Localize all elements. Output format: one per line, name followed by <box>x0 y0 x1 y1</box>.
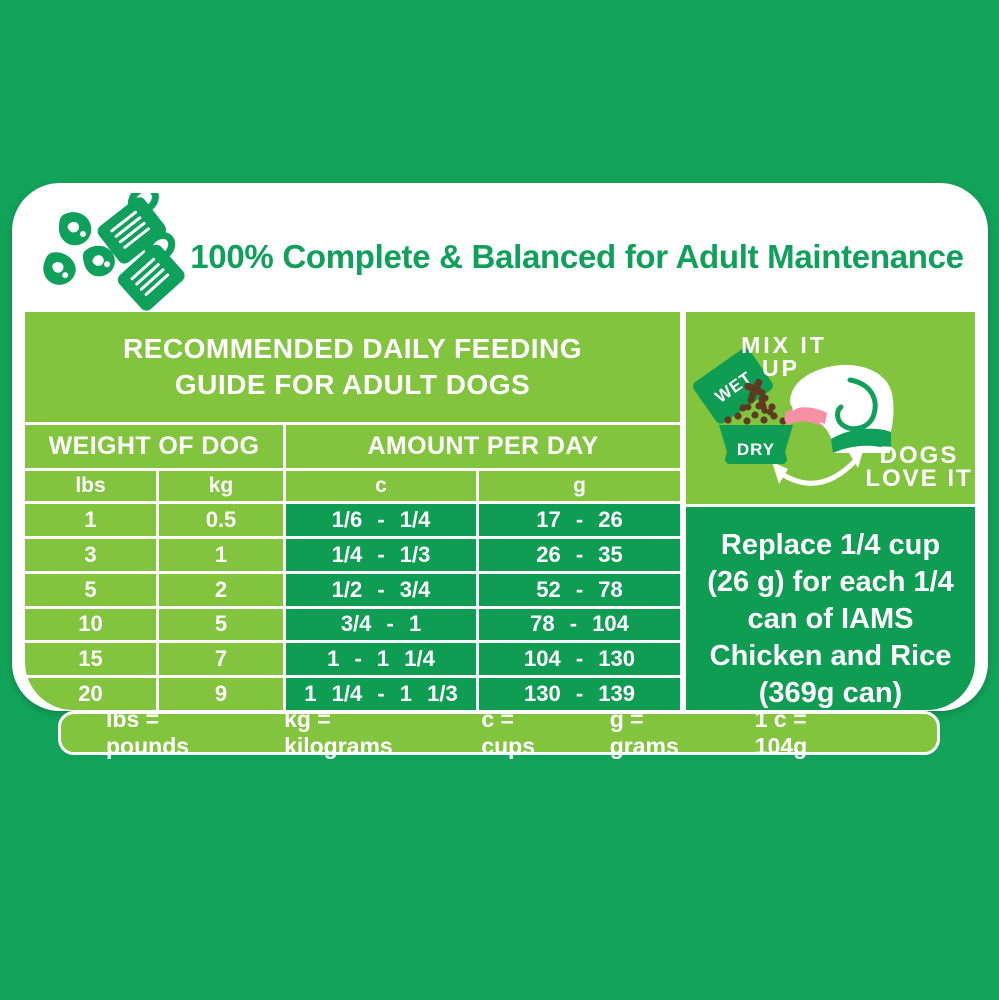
table-cell: 0.5 <box>159 504 283 536</box>
table-cell: 1/6 - 1/4 <box>286 504 476 536</box>
column-header-grams: g <box>479 471 680 501</box>
table-cell: 5 <box>25 573 156 606</box>
mix-it-up-illustration: WET <box>686 312 975 504</box>
dog-head-icon <box>784 364 894 453</box>
column-header-cups: c <box>286 471 476 501</box>
table-cell: 1/2 - 3/4 <box>286 573 476 606</box>
legend-item-cups: c = cups <box>481 706 535 759</box>
table-cell: 15 <box>25 643 156 676</box>
table-cell: 26 - 35 <box>479 538 680 571</box>
table-cell: 7 <box>159 643 283 676</box>
mix-it-up-line1: MIX IT <box>741 332 827 358</box>
brand-name: IAMS <box>840 603 914 635</box>
kibble-cups-illustration <box>43 185 185 311</box>
table-title-line2: GUIDE FOR ADULT DOGS <box>174 369 531 400</box>
legend-item-grams: g = grams <box>609 706 679 759</box>
panel-divider <box>686 504 975 507</box>
table-title-line1: RECOMMENDED DAILY FEEDING <box>123 333 582 364</box>
table-cell: 10 <box>25 608 156 641</box>
pouring-food <box>744 378 774 416</box>
dogs-love-it-line2: LOVE IT <box>865 465 972 492</box>
wet-replacement-note: Replace 1/4 cup (26 g) for each 1/4 can … <box>696 527 965 712</box>
table-cell: 9 <box>159 678 283 710</box>
dogs-love-it-line1: DOGS <box>880 442 959 469</box>
table-title: RECOMMENDED DAILY FEEDING GUIDE FOR ADUL… <box>25 312 680 422</box>
bowl-kibble <box>724 394 787 425</box>
legend-item-kg: kg = kilograms <box>284 706 393 759</box>
table-cell: 1 1/4 - 1 1/3 <box>286 678 476 710</box>
table-cell: 130 - 139 <box>479 678 680 710</box>
column-header-kg: kg <box>159 471 283 501</box>
kibble-icon <box>59 212 92 246</box>
note-text-after: Chicken and Rice (369g can) <box>709 640 952 709</box>
wet-dry-dog-illustration: WET <box>693 332 972 492</box>
table-cell: 5 <box>159 608 283 641</box>
table-cell: 104 - 130 <box>479 643 680 676</box>
table-cell: 1 <box>159 538 283 571</box>
legend-item-lbs: lbs = pounds <box>106 706 190 759</box>
page-title: 100% Complete & Balanced for Adult Maint… <box>190 238 964 275</box>
mix-it-up-line2: UP <box>762 355 800 381</box>
table-cell: 1/4 - 1/3 <box>286 538 476 571</box>
feeding-guide-card: 100% Complete & Balanced for Adult Maint… <box>12 183 988 711</box>
dry-bowl-icon: DRY <box>719 425 793 464</box>
table-cell: 3 <box>25 538 156 571</box>
kibble-icon <box>43 252 76 285</box>
table-cell: 52 - 78 <box>479 573 680 606</box>
kibble-and-cup-icons <box>28 185 188 320</box>
units-legend-bar: lbs = pounds kg = kilograms c = cups g =… <box>58 706 940 759</box>
column-header-lbs: lbs <box>25 471 156 501</box>
wet-replacement-note-panel: Replace 1/4 cup (26 g) for each 1/4 can … <box>686 507 975 710</box>
column-group-weight: WEIGHT OF DOG <box>25 425 283 468</box>
mix-it-up-panel: WET <box>686 312 975 710</box>
swap-arrow-icon <box>772 451 863 486</box>
table-cell: 3/4 - 1 <box>286 608 476 641</box>
table-cell: 2 <box>159 573 283 606</box>
table-cell: 1 <box>25 504 156 536</box>
measuring-cup-icon <box>117 232 185 311</box>
dry-label: DRY <box>737 440 775 459</box>
kibble-icon <box>82 245 115 277</box>
wet-can-icon: WET <box>693 348 773 424</box>
column-group-amount: AMOUNT PER DAY <box>286 425 680 468</box>
note-text-before: Replace 1/4 cup (26 g) for each 1/4 can … <box>707 529 954 635</box>
table-cell: 78 - 104 <box>479 608 680 641</box>
feeding-table: RECOMMENDED DAILY FEEDING GUIDE FOR ADUL… <box>25 312 680 710</box>
table-cell: 17 - 26 <box>479 504 680 536</box>
legend-conversion: 1 c = 104g <box>754 706 808 759</box>
table-cell: 1 - 1 1/4 <box>286 643 476 676</box>
